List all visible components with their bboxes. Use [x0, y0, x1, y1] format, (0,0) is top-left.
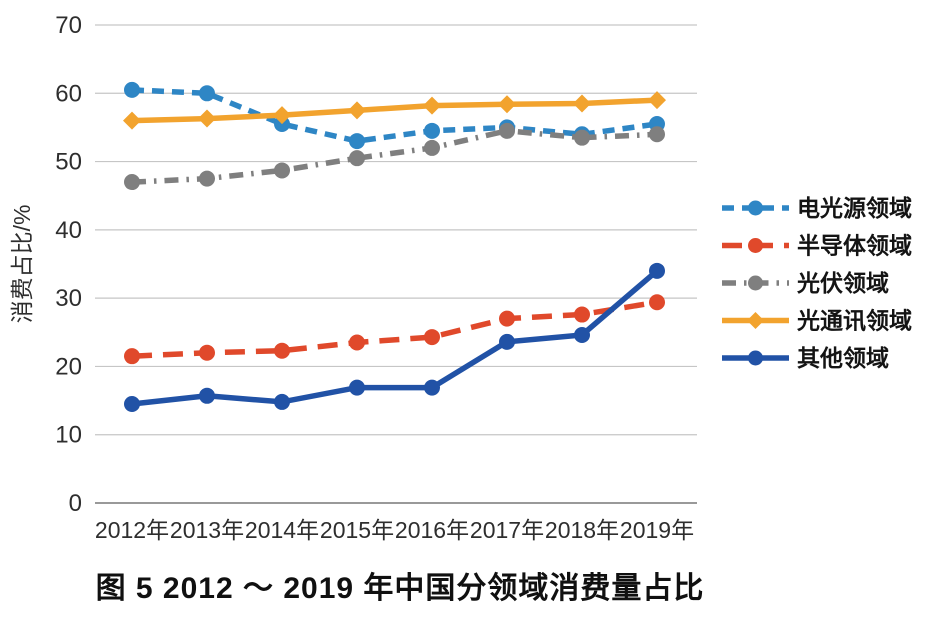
data-point-marker — [349, 379, 365, 396]
x-tick-label: 2012年 — [95, 517, 169, 543]
legend-item-label: 半导体领域 — [797, 233, 912, 259]
series-line — [131, 128, 658, 185]
y-tick-label: 50 — [55, 149, 82, 176]
data-point-marker — [349, 334, 365, 351]
data-point-marker — [273, 106, 291, 125]
x-tick-label: 2019年 — [620, 517, 694, 543]
legend-item-label: 其他领域 — [797, 345, 889, 371]
data-point-marker — [748, 200, 763, 216]
data-point-marker — [424, 329, 440, 346]
y-tick-label: 30 — [55, 285, 82, 312]
series-line — [131, 87, 658, 144]
data-point-marker — [574, 306, 590, 323]
series-line — [131, 299, 658, 359]
data-point-marker — [274, 162, 290, 179]
data-point-marker — [649, 126, 665, 143]
data-point-marker — [349, 150, 365, 167]
data-point-marker — [274, 342, 290, 359]
data-point-marker — [198, 109, 216, 128]
data-point-marker — [124, 348, 140, 365]
data-point-marker — [748, 238, 763, 253]
y-tick-label: 60 — [55, 80, 82, 107]
y-tick-label: 0 — [69, 490, 82, 517]
x-tick-label: 2017年 — [470, 517, 544, 543]
data-point-marker — [573, 94, 591, 113]
data-point-marker — [124, 174, 140, 191]
data-point-marker — [648, 91, 666, 110]
data-point-marker — [747, 312, 764, 329]
x-tick-label: 2016年 — [395, 517, 469, 543]
data-point-marker — [424, 139, 440, 156]
data-point-marker — [199, 344, 215, 361]
data-point-marker — [499, 333, 515, 350]
y-tick-label: 10 — [55, 422, 82, 449]
data-point-marker — [574, 129, 590, 146]
x-tick-label: 2014年 — [245, 517, 319, 543]
data-point-marker — [123, 111, 141, 130]
data-point-marker — [199, 387, 215, 404]
x-tick-label: 2018年 — [545, 517, 619, 543]
data-point-marker — [349, 133, 365, 150]
data-point-marker — [649, 262, 665, 279]
data-point-marker — [124, 395, 140, 412]
data-point-marker — [499, 310, 515, 327]
y-tick-label: 40 — [55, 217, 82, 244]
data-point-marker — [423, 96, 441, 115]
data-point-marker — [199, 85, 215, 102]
data-point-marker — [498, 95, 516, 114]
data-point-marker — [748, 275, 763, 291]
series-line — [131, 97, 658, 124]
data-point-marker — [574, 327, 590, 344]
figure-caption: 图 5 2012 ～ 2019 年中国分领域消费量占比 — [95, 572, 705, 605]
y-axis-title: 消费占比/% — [9, 205, 35, 324]
x-tick-label: 2015年 — [320, 517, 394, 543]
data-point-marker — [748, 350, 763, 366]
series-line — [131, 268, 659, 407]
data-point-marker — [649, 294, 665, 311]
legend-item-label: 光伏领域 — [796, 270, 889, 296]
data-point-marker — [274, 393, 290, 410]
x-tick-label: 2013年 — [170, 517, 244, 543]
legend-item-label: 光通讯领域 — [796, 308, 912, 334]
data-point-marker — [348, 101, 366, 120]
data-point-marker — [124, 81, 140, 98]
y-tick-label: 20 — [55, 353, 82, 380]
y-tick-label: 70 — [55, 12, 82, 39]
legend-item-label: 电光源领域 — [797, 195, 912, 221]
data-point-marker — [199, 170, 215, 187]
data-point-marker — [424, 122, 440, 139]
data-point-marker — [499, 122, 515, 139]
data-point-marker — [424, 379, 440, 396]
